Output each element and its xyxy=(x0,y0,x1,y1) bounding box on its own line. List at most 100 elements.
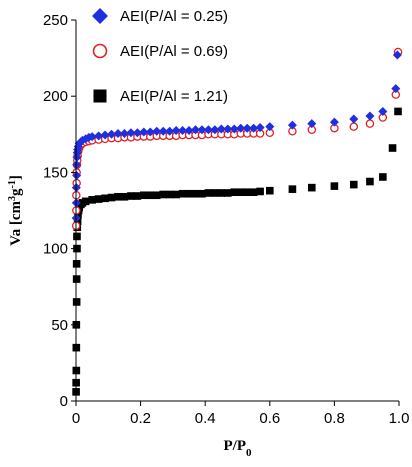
y-axis-title: Va [cm3g-1] xyxy=(7,175,25,246)
data-point xyxy=(72,275,81,283)
legend-marker-circle xyxy=(92,43,108,59)
data-point xyxy=(211,189,219,197)
data-point xyxy=(178,189,187,198)
data-point xyxy=(119,129,129,139)
data-point xyxy=(223,124,233,134)
x-tick-label: 0.2 xyxy=(130,410,151,427)
data-point xyxy=(139,127,149,137)
data-point xyxy=(242,123,252,133)
data-point xyxy=(378,106,388,116)
legend: AEI(P/Al = 0.25) AEI(P/Al = 0.69) AEI(P/… xyxy=(92,8,228,105)
data-point xyxy=(236,188,245,197)
data-point xyxy=(243,188,251,197)
data-point xyxy=(127,192,135,200)
data-point xyxy=(216,124,226,134)
data-point xyxy=(230,188,239,197)
data-point xyxy=(101,194,109,203)
data-point xyxy=(349,180,358,189)
legend-label: AEI(P/Al = 0.25) xyxy=(120,8,228,25)
data-point xyxy=(249,123,259,133)
data-point xyxy=(133,192,142,200)
data-point xyxy=(152,191,161,200)
data-point xyxy=(204,189,213,197)
data-point xyxy=(172,190,180,199)
data-point xyxy=(81,197,90,206)
legend-label: AEI(P/Al = 0.69) xyxy=(120,43,228,60)
data-point xyxy=(132,128,142,138)
data-point xyxy=(146,191,155,200)
legend-marker-diamond xyxy=(92,8,108,24)
y-tick-label: 100 xyxy=(43,241,68,258)
data-point xyxy=(329,117,339,127)
data-point xyxy=(349,114,359,124)
data-point xyxy=(394,107,402,116)
data-point xyxy=(265,122,275,132)
data-point xyxy=(100,130,110,140)
data-point xyxy=(171,125,181,135)
data-point xyxy=(114,192,122,201)
data-point xyxy=(203,125,213,135)
data-marks xyxy=(71,47,403,396)
legend-entry: AEI(P/Al = 1.21) xyxy=(93,88,228,105)
data-point xyxy=(217,189,226,197)
axes xyxy=(75,20,399,402)
data-point xyxy=(107,129,117,139)
data-point xyxy=(249,188,258,197)
data-point xyxy=(94,131,104,141)
data-point xyxy=(365,111,375,121)
data-point xyxy=(229,124,239,134)
series-circle-open xyxy=(71,47,403,230)
data-point xyxy=(210,125,220,135)
data-point xyxy=(191,189,200,198)
data-point xyxy=(113,129,123,139)
data-point xyxy=(185,189,193,198)
data-point xyxy=(366,177,374,186)
data-point xyxy=(107,193,116,202)
data-point xyxy=(191,125,201,135)
data-point xyxy=(72,298,81,306)
data-point xyxy=(165,126,175,136)
data-point xyxy=(140,191,148,200)
x-axis-title: P/P0 xyxy=(224,438,253,459)
data-point xyxy=(88,196,96,204)
legend-entry: AEI(P/Al = 0.69) xyxy=(92,43,228,60)
data-point xyxy=(330,182,339,190)
data-point xyxy=(159,190,168,199)
legend-label: AEI(P/Al = 1.21) xyxy=(120,88,228,105)
x-tick-label: 0 xyxy=(72,410,80,427)
data-point xyxy=(349,122,359,131)
data-point xyxy=(379,173,387,181)
data-point xyxy=(197,125,207,135)
data-point xyxy=(165,190,174,199)
y-tick-label: 50 xyxy=(51,317,68,334)
data-point xyxy=(145,127,155,137)
data-point xyxy=(287,120,297,130)
series-square xyxy=(72,107,402,396)
data-point xyxy=(236,123,246,133)
data-point xyxy=(72,160,82,170)
data-point xyxy=(87,132,97,142)
x-tick-label: 1.0 xyxy=(389,410,410,427)
data-point xyxy=(73,244,81,253)
data-point xyxy=(94,195,103,203)
series-diamond xyxy=(71,50,402,223)
data-point xyxy=(288,185,297,193)
data-point xyxy=(255,122,265,132)
data-point xyxy=(178,125,188,135)
data-point xyxy=(72,170,82,180)
data-point xyxy=(198,189,206,198)
data-point xyxy=(365,119,375,128)
data-point xyxy=(391,84,401,94)
data-point xyxy=(72,260,81,268)
legend-marker-square xyxy=(93,89,107,103)
ticks: 0 50 100 150 200 250 0 0.2 0.4 0.6 0.8 1.0 xyxy=(43,12,409,427)
data-point xyxy=(184,125,194,135)
data-point xyxy=(256,187,264,196)
x-tick-label: 0.4 xyxy=(195,410,216,427)
y-tick-label: 200 xyxy=(43,88,68,105)
y-tick-label: 250 xyxy=(43,12,68,29)
data-point xyxy=(266,186,274,195)
x-tick-label: 0.8 xyxy=(324,410,345,427)
data-point xyxy=(388,144,397,152)
